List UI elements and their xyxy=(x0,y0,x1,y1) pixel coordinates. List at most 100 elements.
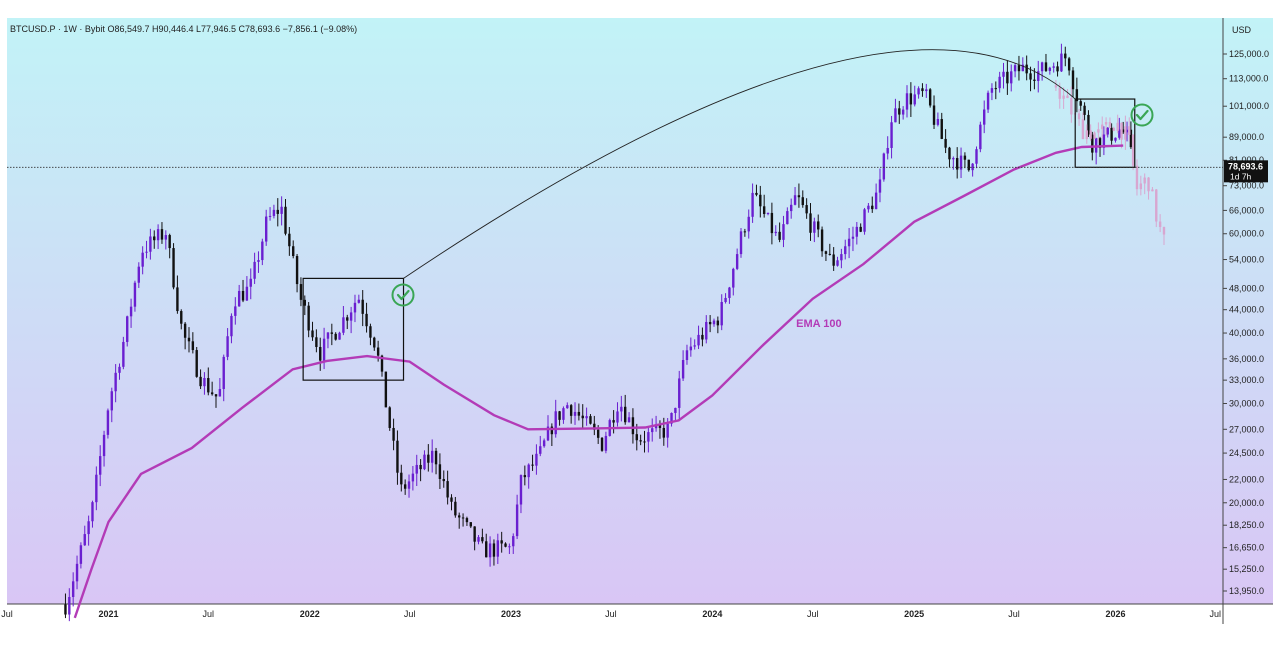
candle[interactable] xyxy=(755,192,758,195)
candle[interactable] xyxy=(1025,64,1028,74)
candle[interactable] xyxy=(485,541,488,558)
candle[interactable] xyxy=(546,426,550,441)
candle[interactable] xyxy=(770,212,774,234)
candle[interactable] xyxy=(334,333,337,340)
candle[interactable] xyxy=(461,517,465,519)
candle[interactable] xyxy=(789,204,793,212)
candle[interactable] xyxy=(990,88,994,93)
candle[interactable] xyxy=(747,216,750,232)
candle[interactable] xyxy=(465,518,469,523)
candle[interactable] xyxy=(110,391,113,411)
projection-candle[interactable] xyxy=(1158,221,1162,228)
candle[interactable] xyxy=(168,235,171,249)
candle[interactable] xyxy=(685,350,689,361)
candle[interactable] xyxy=(681,360,685,379)
candle[interactable] xyxy=(905,93,909,110)
candle[interactable] xyxy=(566,405,569,409)
candle[interactable] xyxy=(1106,127,1109,135)
candle[interactable] xyxy=(469,522,472,527)
candle[interactable] xyxy=(596,429,600,438)
candle[interactable] xyxy=(701,334,704,340)
projection-candle[interactable] xyxy=(1162,227,1166,235)
candle[interactable] xyxy=(828,253,831,255)
currency-label[interactable]: USD xyxy=(1232,25,1252,35)
candle[interactable] xyxy=(624,406,627,423)
candle[interactable] xyxy=(573,411,577,416)
candle[interactable] xyxy=(1040,62,1044,72)
candle[interactable] xyxy=(1083,105,1086,115)
candle[interactable] xyxy=(434,450,438,465)
candle[interactable] xyxy=(357,299,361,303)
candle[interactable] xyxy=(272,209,276,216)
candle[interactable] xyxy=(1075,89,1079,102)
candle[interactable] xyxy=(847,238,851,247)
candle[interactable] xyxy=(724,297,727,302)
candle[interactable] xyxy=(620,406,623,412)
projection-candle[interactable] xyxy=(1070,98,1073,115)
candle[interactable] xyxy=(419,464,422,470)
candle[interactable] xyxy=(952,158,955,160)
candle[interactable] xyxy=(901,109,905,115)
candle[interactable] xyxy=(458,515,461,518)
candle[interactable] xyxy=(500,540,503,544)
candle[interactable] xyxy=(164,235,168,240)
candle[interactable] xyxy=(396,440,399,473)
candle[interactable] xyxy=(932,105,936,125)
candle[interactable] xyxy=(739,231,743,255)
candle[interactable] xyxy=(689,346,693,351)
projection-candle[interactable] xyxy=(1120,122,1123,140)
candle[interactable] xyxy=(898,108,901,115)
candle[interactable] xyxy=(527,464,530,478)
candle[interactable] xyxy=(759,194,762,207)
candle[interactable] xyxy=(558,411,561,420)
projection-candle[interactable] xyxy=(1058,87,1061,99)
candle[interactable] xyxy=(967,159,970,171)
candle[interactable] xyxy=(890,122,893,148)
candle[interactable] xyxy=(1118,129,1121,138)
candle[interactable] xyxy=(971,163,974,171)
candle[interactable] xyxy=(797,195,801,198)
candle[interactable] xyxy=(307,305,310,331)
candle[interactable] xyxy=(836,260,839,266)
projection-candle[interactable] xyxy=(1139,183,1143,190)
candle[interactable] xyxy=(955,158,959,170)
candle[interactable] xyxy=(1044,62,1048,71)
candle[interactable] xyxy=(581,415,584,419)
candle[interactable] xyxy=(210,392,214,395)
candle[interactable] xyxy=(253,261,256,279)
candle[interactable] xyxy=(1006,71,1009,84)
candle[interactable] xyxy=(1017,65,1021,72)
candle[interactable] xyxy=(322,338,326,361)
candle[interactable] xyxy=(979,124,982,150)
candle[interactable] xyxy=(894,108,897,123)
candle[interactable] xyxy=(542,440,546,447)
candle[interactable] xyxy=(1060,53,1063,72)
candle[interactable] xyxy=(631,417,635,435)
candle[interactable] xyxy=(102,434,106,457)
candle[interactable] xyxy=(353,302,357,313)
candle[interactable] xyxy=(678,378,681,408)
candle[interactable] xyxy=(871,205,874,210)
candle[interactable] xyxy=(1102,134,1106,148)
candle[interactable] xyxy=(936,119,940,125)
candle[interactable] xyxy=(1114,137,1117,141)
candle[interactable] xyxy=(299,284,303,300)
candle[interactable] xyxy=(365,313,368,327)
candle[interactable] xyxy=(488,543,492,558)
candle[interactable] xyxy=(346,317,349,321)
candle[interactable] xyxy=(87,521,90,535)
candle[interactable] xyxy=(732,268,735,288)
candle[interactable] xyxy=(106,410,110,435)
candle[interactable] xyxy=(114,372,117,392)
candle[interactable] xyxy=(126,316,129,342)
projection-candle[interactable] xyxy=(1143,177,1146,184)
candle[interactable] xyxy=(330,332,334,334)
candle[interactable] xyxy=(1064,53,1067,59)
candle[interactable] xyxy=(820,229,824,252)
candle[interactable] xyxy=(319,346,322,361)
candle[interactable] xyxy=(994,88,997,90)
candle[interactable] xyxy=(411,473,415,482)
candle[interactable] xyxy=(1121,129,1125,133)
candle[interactable] xyxy=(176,287,179,312)
candle[interactable] xyxy=(658,424,662,428)
